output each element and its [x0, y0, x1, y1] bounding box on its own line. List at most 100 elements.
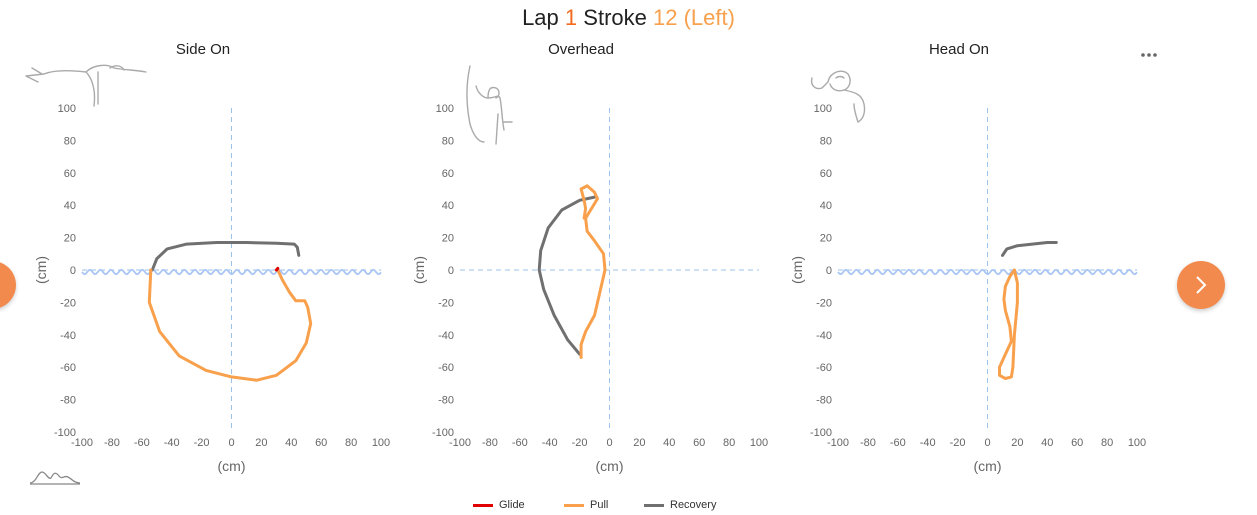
series-pull — [579, 184, 607, 359]
swimmer-overhead-icon-path — [466, 65, 513, 145]
y-tick-label: 100 — [814, 103, 832, 115]
chart-panel-head-on: Head On 100 80 60 40 20 0 -20 -40 -60 -80 -100-100 -… — [789, 41, 1146, 474]
x-tick-label: 40 — [285, 437, 297, 449]
legend-item-pull[interactable]: Pull — [564, 499, 608, 511]
x-tick-label: 60 — [1071, 437, 1083, 449]
x-tick-label: 100 — [750, 437, 768, 449]
x-tick-label: -100 — [827, 437, 849, 449]
y-tick-label: -40 — [60, 330, 76, 342]
x-tick-label: 60 — [315, 437, 327, 449]
chart-legend: Glide Pull Recovery — [0, 499, 1257, 515]
chart-title: Head On — [929, 41, 989, 58]
x-tick-label: 0 — [228, 437, 234, 449]
y-tick-label: 20 — [64, 233, 76, 245]
chart-header: Lap 1 Stroke 12 (Left) — [0, 5, 1257, 31]
y-tick-label: 60 — [64, 168, 76, 180]
y-tick-label: -20 — [816, 297, 832, 309]
x-tick-label: -40 — [164, 437, 180, 449]
y-tick-label: 40 — [442, 200, 454, 212]
y-tick-label: 80 — [442, 135, 454, 147]
legend-item-recovery[interactable]: Recovery — [644, 499, 716, 511]
x-tick-label: 60 — [693, 437, 705, 449]
y-tick-label: -40 — [816, 330, 832, 342]
x-tick-label: -60 — [134, 437, 150, 449]
stroke-profile-icon — [29, 471, 81, 485]
legend-swatch — [564, 503, 584, 507]
y-tick-label: 80 — [64, 135, 76, 147]
y-tick-label: -100 — [810, 427, 832, 439]
legend-label: Glide — [499, 499, 525, 511]
y-tick-label: 60 — [442, 168, 454, 180]
y-tick-label: -40 — [438, 330, 454, 342]
series-recovery — [537, 195, 596, 356]
x-tick-label: 80 — [723, 437, 735, 449]
x-tick-label: -20 — [572, 437, 588, 449]
water-line — [837, 268, 1138, 276]
y-tick-label: -60 — [816, 362, 832, 374]
swimmer-front-icon — [810, 70, 866, 123]
y-tick-label: 100 — [58, 103, 76, 115]
chevron-left-icon — [0, 261, 16, 309]
y-tick-label: 0 — [70, 265, 76, 277]
x-tick-label: -40 — [920, 437, 936, 449]
chart-panel-side-on: Side On100806040200-20-40-60-80-100-100-… — [33, 41, 390, 474]
y-tick-label: 40 — [820, 200, 832, 212]
x-tick-label: -60 — [512, 437, 528, 449]
legend-swatch — [473, 503, 493, 507]
prev-stroke-button[interactable] — [0, 261, 16, 309]
next-stroke-button[interactable] — [1177, 261, 1225, 309]
x-tick-label: -80 — [860, 437, 876, 449]
y-tick-label: -60 — [438, 362, 454, 374]
series-pull — [998, 268, 1019, 380]
y-axis-label: (cm) — [411, 256, 427, 284]
lap-number: 1 — [564, 5, 578, 30]
swimmer-side-icon — [25, 64, 147, 107]
stroke-info: 12 (Left) — [653, 5, 735, 30]
y-axis-label: (cm) — [789, 256, 805, 284]
chart-title: Side On — [176, 41, 230, 58]
y-tick-label: -100 — [54, 427, 76, 439]
x-tick-label: 20 — [1011, 437, 1023, 449]
x-tick-label: 100 — [1128, 437, 1146, 449]
series-recovery — [1001, 241, 1058, 257]
chart-title: Overhead — [548, 41, 614, 58]
y-tick-label: 20 — [442, 233, 454, 245]
y-tick-label: 100 — [436, 103, 454, 115]
legend-swatch — [644, 503, 664, 507]
chevron-right-icon — [1196, 276, 1207, 294]
x-tick-label: -80 — [104, 437, 120, 449]
y-tick-label: 60 — [820, 168, 832, 180]
x-tick-label: 80 — [345, 437, 357, 449]
x-tick-label: 0 — [984, 437, 990, 449]
swimmer-front-icon-path — [810, 70, 866, 123]
y-tick-label: -20 — [438, 297, 454, 309]
more-icon — [1141, 53, 1157, 57]
y-tick-label: 0 — [826, 265, 832, 277]
y-tick-label: -60 — [60, 362, 76, 374]
stroke-label: Stroke — [583, 5, 647, 30]
chart-panel-overhead: Overhead 100 80 60 40 20 0 -20 -40 -60 -80 -100-100… — [411, 41, 768, 474]
x-tick-label: -100 — [71, 437, 93, 449]
y-tick-label: 20 — [820, 233, 832, 245]
lap-label: Lap — [522, 5, 559, 30]
x-tick-label: 20 — [255, 437, 267, 449]
more-options-button[interactable] — [1138, 46, 1162, 62]
y-tick-label: 80 — [820, 135, 832, 147]
legend-item-glide[interactable]: Glide — [473, 499, 525, 511]
x-tick-label: -40 — [542, 437, 558, 449]
x-axis-label: (cm) — [596, 458, 624, 474]
legend-label: Pull — [590, 499, 609, 511]
y-tick-label: -20 — [60, 297, 76, 309]
x-tick-label: 100 — [372, 437, 390, 449]
x-tick-label: 20 — [633, 437, 645, 449]
y-tick-label: -100 — [432, 427, 454, 439]
x-axis-label: (cm) — [218, 458, 246, 474]
x-tick-label: 0 — [606, 437, 612, 449]
x-tick-label: -100 — [449, 437, 471, 449]
legend-label: Recovery — [670, 499, 717, 511]
series-recovery — [150, 241, 301, 272]
y-tick-label: -80 — [60, 395, 76, 407]
x-tick-label: 40 — [663, 437, 675, 449]
y-axis-label: (cm) — [33, 256, 49, 284]
